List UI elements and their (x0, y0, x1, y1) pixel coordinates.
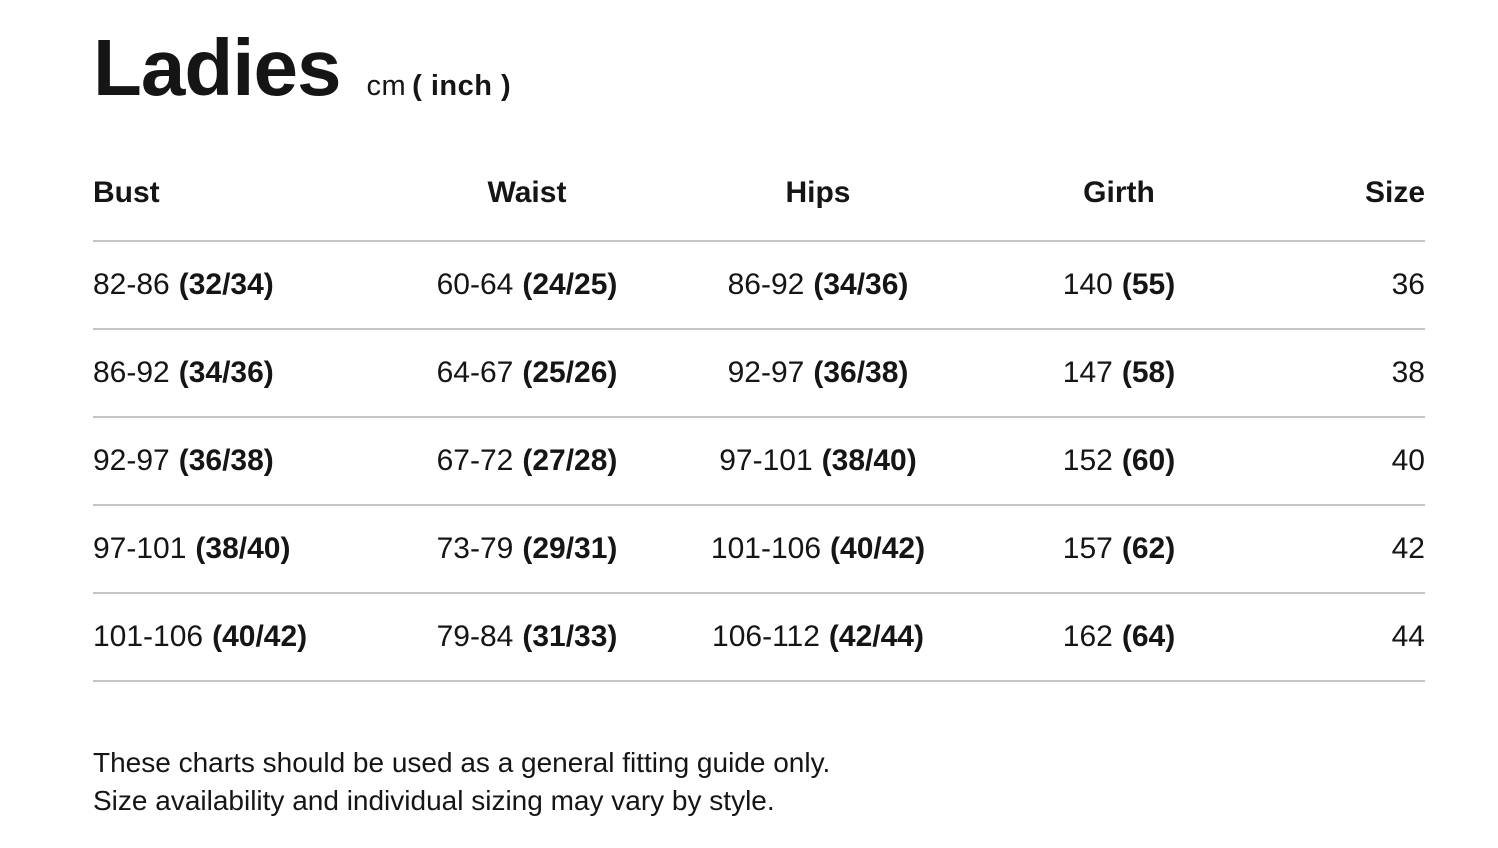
waist-cell: 67-72 (27/28) (373, 417, 681, 505)
waist-cell: 73-79 (29/31) (373, 505, 681, 593)
girth-cell: 147 (58) (955, 329, 1283, 417)
hips-inch-value: (38/40) (821, 444, 917, 477)
girth-cell: 157 (62) (955, 505, 1283, 593)
column-header-bust: Bust (93, 176, 160, 209)
size-table-row: 92-97 (36/38) 67-72 (27/28) 97-101 (38/40) … (93, 417, 1425, 505)
bust-inch-value: (34/36) (178, 356, 274, 389)
waist-inch-value: (25/26) (522, 356, 618, 389)
size-table-body: 82-86 (32/34) 60-64 (24/25) 86-92 (34/36) 1… (93, 241, 1425, 681)
waist-cell: 60-64 (24/25) (373, 241, 681, 329)
size-table-row: 86-92 (34/36) 64-67 (25/26) 92-97 (36/38) 1… (93, 329, 1425, 417)
waist-cell: 64-67 (25/26) (373, 329, 681, 417)
footnote-line-1: These charts should be used as a general… (93, 747, 831, 778)
hips-cell: 106-112 (42/44) (681, 593, 955, 681)
size-value: 38 (1391, 356, 1425, 389)
bust-inch-value: (38/40) (195, 532, 291, 565)
size-table-row: 82-86 (32/34) 60-64 (24/25) 86-92 (34/36) 1… (93, 241, 1425, 329)
girth-cm-value: 140 (1062, 268, 1113, 301)
footnote-line-2: Size availability and individual sizing … (93, 785, 775, 816)
size-cell: 42 (1283, 505, 1425, 593)
hips-cell: 92-97 (36/38) (681, 329, 955, 417)
bust-cell: 82-86 (32/34) (93, 241, 373, 329)
girth-inch-value: (62) (1121, 532, 1176, 565)
hips-cell: 97-101 (38/40) (681, 417, 955, 505)
hips-inch-value: (42/44) (828, 620, 924, 653)
hips-inch-value: (34/36) (813, 268, 909, 301)
size-value: 40 (1391, 444, 1425, 477)
bust-inch-value: (40/42) (212, 620, 308, 653)
bust-cm-value: 97-101 (93, 532, 187, 565)
waist-inch-value: (31/33) (522, 620, 618, 653)
unit-inch-label: ( inch ) (412, 70, 512, 102)
waist-inch-value: (27/28) (522, 444, 618, 477)
hips-cm-value: 97-101 (719, 444, 813, 477)
girth-inch-value: (64) (1121, 620, 1176, 653)
page-header: Ladies cm( inch ) (93, 28, 1425, 108)
column-header-hips: Hips (785, 176, 851, 209)
unit-cm-label: cm (366, 70, 407, 102)
waist-cm-value: 64-67 (436, 356, 514, 389)
waist-inch-value: (24/25) (522, 268, 618, 301)
size-cell: 38 (1283, 329, 1425, 417)
units-label: cm( inch ) (366, 70, 511, 103)
waist-cm-value: 60-64 (436, 268, 514, 301)
hips-cell: 86-92 (34/36) (681, 241, 955, 329)
bust-cell: 101-106 (40/42) (93, 593, 373, 681)
bust-cm-value: 86-92 (93, 356, 170, 389)
girth-cm-value: 147 (1062, 356, 1113, 389)
bust-inch-value: (32/34) (178, 268, 274, 301)
bust-cell: 97-101 (38/40) (93, 505, 373, 593)
footnote: These charts should be used as a general… (93, 744, 1425, 820)
bust-cm-value: 82-86 (93, 268, 170, 301)
size-cell: 40 (1283, 417, 1425, 505)
size-value: 44 (1391, 620, 1425, 653)
waist-cm-value: 67-72 (436, 444, 514, 477)
size-cell: 44 (1283, 593, 1425, 681)
size-cell: 36 (1283, 241, 1425, 329)
girth-inch-value: (55) (1121, 268, 1176, 301)
bust-cell: 86-92 (34/36) (93, 329, 373, 417)
girth-cell: 140 (55) (955, 241, 1283, 329)
waist-cm-value: 73-79 (436, 532, 514, 565)
girth-inch-value: (58) (1121, 356, 1176, 389)
waist-cell: 79-84 (31/33) (373, 593, 681, 681)
hips-inch-value: (36/38) (813, 356, 909, 389)
size-table-row: 97-101 (38/40) 73-79 (29/31) 101-106 (40/42… (93, 505, 1425, 593)
girth-cm-value: 162 (1062, 620, 1113, 653)
size-table-row: 101-106 (40/42) 79-84 (31/33) 106-112 (42/4… (93, 593, 1425, 681)
girth-inch-value: (60) (1121, 444, 1176, 477)
hips-cell: 101-106 (40/42) (681, 505, 955, 593)
size-value: 42 (1391, 532, 1425, 565)
bust-cm-value: 101-106 (93, 620, 204, 653)
hips-cm-value: 86-92 (727, 268, 805, 301)
girth-cm-value: 157 (1062, 532, 1113, 565)
girth-cell: 152 (60) (955, 417, 1283, 505)
waist-inch-value: (29/31) (522, 532, 618, 565)
girth-cell: 162 (64) (955, 593, 1283, 681)
bust-inch-value: (36/38) (178, 444, 274, 477)
hips-inch-value: (40/42) (830, 532, 926, 565)
size-table-header-row: Bust Waist Hips Girth Size (93, 172, 1425, 241)
girth-cm-value: 152 (1062, 444, 1113, 477)
hips-cm-value: 106-112 (712, 620, 820, 653)
hips-cm-value: 101-106 (710, 532, 822, 565)
bust-cm-value: 92-97 (93, 444, 170, 477)
hips-cm-value: 92-97 (727, 356, 805, 389)
column-header-size: Size (1364, 176, 1425, 209)
column-header-girth: Girth (1083, 176, 1155, 209)
bust-cell: 92-97 (36/38) (93, 417, 373, 505)
column-header-waist: Waist (487, 176, 567, 209)
page-title: Ladies (93, 23, 341, 112)
waist-cm-value: 79-84 (436, 620, 514, 653)
size-table: Bust Waist Hips Girth Size 82-86 (32/34) … (93, 172, 1425, 682)
size-value: 36 (1391, 268, 1425, 301)
